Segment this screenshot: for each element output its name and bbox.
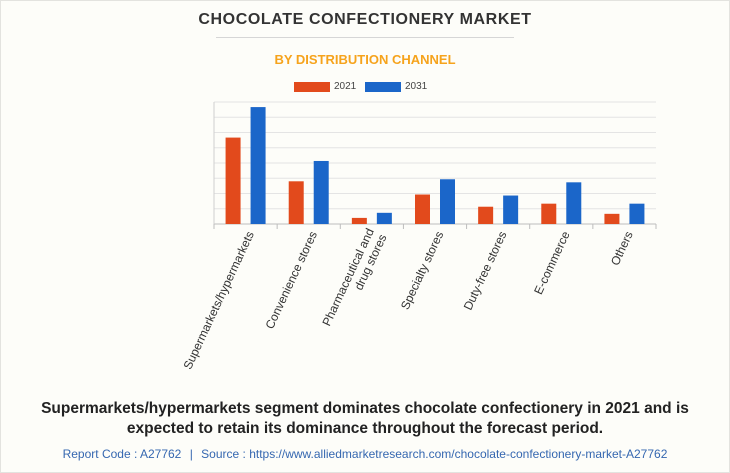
x-tick-label-line: Supermarkets/hypermarkets bbox=[181, 229, 257, 372]
chart-subtitle: BY DISTRIBUTION CHANNEL bbox=[274, 52, 456, 67]
source-link[interactable]: Source : https://www.alliedmarketresearc… bbox=[201, 447, 668, 461]
bar-2031-0 bbox=[250, 107, 266, 224]
bar-2031-4 bbox=[503, 195, 519, 224]
bar-2021-0 bbox=[225, 137, 241, 224]
footer: Report Code : A27762 | Source : https://… bbox=[0, 447, 730, 461]
chart-title: CHOCOLATE CONFECTIONERY MARKET bbox=[198, 11, 532, 28]
bar-2021-3 bbox=[415, 194, 430, 224]
bar-2021-5 bbox=[541, 203, 557, 224]
bar-2021-2 bbox=[351, 217, 367, 224]
bar-2031-2 bbox=[376, 212, 392, 224]
x-tick-label: Convenience stores bbox=[263, 229, 321, 331]
x-tick-label: E-commerce bbox=[531, 229, 573, 297]
x-tick-label: Duty-free stores bbox=[461, 229, 510, 312]
legend-label-2021: 2021 bbox=[334, 81, 357, 92]
x-tick-label-line: Convenience stores bbox=[263, 229, 321, 331]
legend-swatch-2031 bbox=[365, 82, 401, 92]
x-tick-label-line: E-commerce bbox=[531, 229, 573, 297]
footer-separator: | bbox=[189, 447, 193, 461]
bar-2031-1 bbox=[313, 160, 329, 224]
bar-2031-5 bbox=[566, 182, 582, 224]
x-tick-label: Others bbox=[608, 229, 636, 268]
x-tick-label-line: Specialty stores bbox=[398, 229, 446, 312]
bar-2021-1 bbox=[288, 181, 304, 224]
x-tick-label: Supermarkets/hypermarkets bbox=[181, 229, 257, 372]
report-code: Report Code : A27762 bbox=[62, 447, 182, 461]
legend-swatch-2021 bbox=[294, 82, 330, 92]
bar-2031-3 bbox=[440, 179, 455, 224]
bar-2021-6 bbox=[604, 213, 620, 224]
chart-caption: Supermarkets/hypermarkets segment domina… bbox=[41, 400, 689, 437]
x-tick-label-line: Others bbox=[608, 229, 636, 268]
bar-2021-4 bbox=[478, 206, 494, 224]
x-tick-label: Specialty stores bbox=[398, 229, 446, 312]
legend-label-2031: 2031 bbox=[405, 81, 428, 92]
title-divider bbox=[216, 37, 514, 38]
x-tick-label-line: Duty-free stores bbox=[461, 229, 510, 312]
bar-2031-6 bbox=[629, 203, 645, 224]
x-tick-label: Pharmaceutical anddrug stores bbox=[319, 226, 389, 334]
chart-legend: 2021 2031 bbox=[0, 79, 730, 95]
bar-chart: Supermarkets/hypermarkets Convenience sto… bbox=[181, 101, 657, 372]
